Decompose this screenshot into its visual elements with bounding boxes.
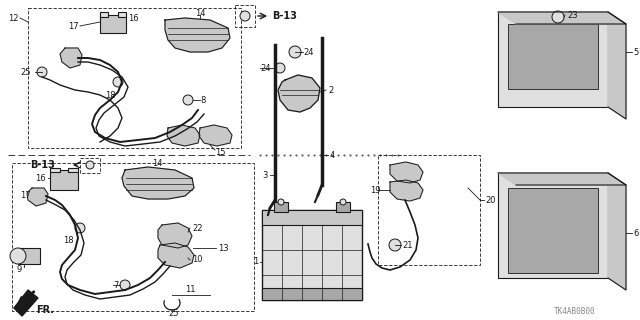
Polygon shape xyxy=(498,12,626,24)
Text: 19: 19 xyxy=(370,186,381,195)
Circle shape xyxy=(37,67,47,77)
Bar xyxy=(262,210,362,300)
Text: 8: 8 xyxy=(200,95,205,105)
Circle shape xyxy=(86,161,94,169)
Polygon shape xyxy=(498,173,626,185)
Polygon shape xyxy=(165,18,230,52)
Bar xyxy=(262,288,362,300)
Text: B-13: B-13 xyxy=(272,11,297,21)
Text: 7: 7 xyxy=(113,281,118,290)
Polygon shape xyxy=(122,167,194,199)
Text: 4: 4 xyxy=(330,150,335,159)
Text: 16: 16 xyxy=(128,13,139,22)
Circle shape xyxy=(183,95,193,105)
Polygon shape xyxy=(608,173,626,290)
Text: 18: 18 xyxy=(63,236,74,244)
Polygon shape xyxy=(14,290,38,316)
Text: 17: 17 xyxy=(20,190,31,199)
Text: 16: 16 xyxy=(35,173,45,182)
Bar xyxy=(50,170,78,190)
Text: 11: 11 xyxy=(185,285,195,294)
Text: 9: 9 xyxy=(16,266,21,275)
Circle shape xyxy=(120,280,130,290)
Text: 24: 24 xyxy=(303,47,314,57)
Bar xyxy=(118,12,126,17)
Bar xyxy=(235,5,255,27)
Bar xyxy=(508,188,598,273)
Text: 6: 6 xyxy=(633,228,638,237)
Bar xyxy=(28,8,241,148)
Bar xyxy=(378,155,480,265)
Polygon shape xyxy=(27,188,48,206)
Bar xyxy=(50,168,60,172)
Text: 3: 3 xyxy=(262,171,268,180)
Text: 10: 10 xyxy=(192,255,202,265)
Text: 1: 1 xyxy=(253,258,259,267)
Circle shape xyxy=(552,11,564,23)
Text: 23: 23 xyxy=(567,11,578,20)
Polygon shape xyxy=(158,243,194,268)
Bar xyxy=(262,210,362,225)
Bar xyxy=(100,12,108,17)
Circle shape xyxy=(75,223,85,233)
Text: 20: 20 xyxy=(485,196,495,204)
Polygon shape xyxy=(278,75,320,112)
Text: 14: 14 xyxy=(195,9,205,18)
Bar xyxy=(498,173,608,278)
Text: 18: 18 xyxy=(105,91,115,100)
Bar xyxy=(68,168,78,172)
Polygon shape xyxy=(158,223,192,248)
Bar xyxy=(80,158,100,173)
Polygon shape xyxy=(390,180,423,201)
Polygon shape xyxy=(608,12,626,119)
Text: 21: 21 xyxy=(402,241,413,250)
Text: TK4AB0B00: TK4AB0B00 xyxy=(554,308,596,316)
Text: 24: 24 xyxy=(260,63,271,73)
Circle shape xyxy=(289,46,301,58)
Polygon shape xyxy=(167,125,200,146)
Text: FR.: FR. xyxy=(36,305,54,315)
Circle shape xyxy=(240,11,250,21)
Circle shape xyxy=(275,63,285,73)
Bar xyxy=(274,202,288,212)
Polygon shape xyxy=(199,125,232,146)
Text: 5: 5 xyxy=(633,47,638,57)
Polygon shape xyxy=(60,48,82,68)
Circle shape xyxy=(113,77,123,87)
Bar xyxy=(12,163,254,311)
Text: 17: 17 xyxy=(68,21,79,30)
Text: 2: 2 xyxy=(328,85,333,94)
Polygon shape xyxy=(390,162,423,183)
Text: B-13: B-13 xyxy=(30,160,55,170)
Bar xyxy=(18,248,40,264)
Circle shape xyxy=(10,248,26,264)
Text: 22: 22 xyxy=(192,223,202,233)
Text: 15: 15 xyxy=(215,148,225,156)
Circle shape xyxy=(278,199,284,205)
Bar xyxy=(508,24,598,89)
Text: 12: 12 xyxy=(8,13,19,22)
Text: 25: 25 xyxy=(168,309,179,318)
Circle shape xyxy=(389,239,401,251)
Bar xyxy=(100,15,126,33)
Bar xyxy=(498,12,608,107)
Text: 13: 13 xyxy=(218,244,228,252)
Text: 25: 25 xyxy=(20,68,31,76)
Bar xyxy=(336,202,350,212)
Text: 14: 14 xyxy=(152,158,163,167)
Circle shape xyxy=(340,199,346,205)
